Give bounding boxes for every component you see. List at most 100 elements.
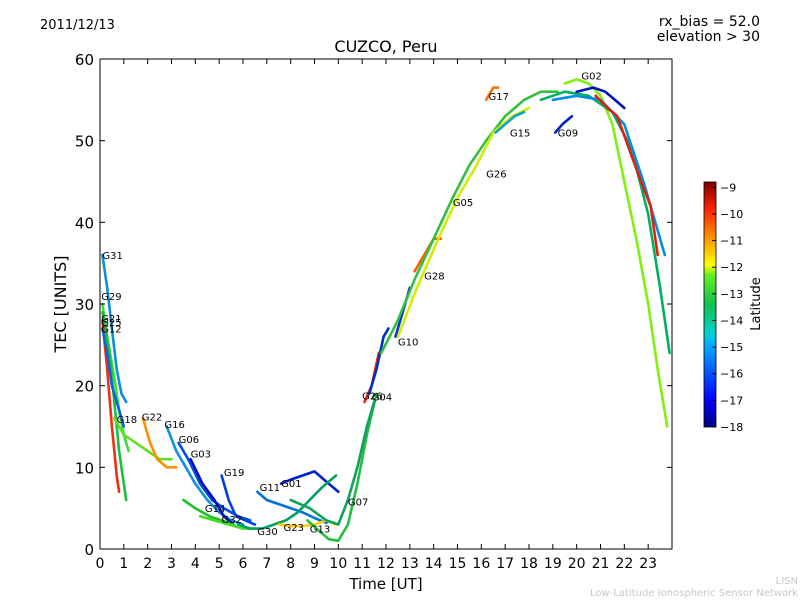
sat-label-G25: G25 (101, 318, 121, 329)
x-tick-label: 13 (401, 556, 419, 572)
sat-label-G12: G12 (101, 325, 121, 336)
x-tick-label: 18 (520, 556, 538, 572)
x-tick-label: 2 (143, 556, 152, 572)
sat-label-G29: G29 (101, 292, 121, 303)
series-G12 (101, 327, 126, 428)
series-G18 (113, 417, 173, 461)
sat-label-G05: G05 (453, 198, 473, 209)
footer-network: Low-Latitude Ionospheric Sensor Network (590, 588, 798, 599)
x-tick-label: 19 (544, 556, 562, 572)
elevation-label: elevation > 30 (656, 29, 760, 45)
x-axis-label: Time [UT] (348, 575, 422, 593)
series-G26b (396, 106, 531, 338)
sat-label-G31: G31 (102, 251, 122, 262)
series-S4 (594, 94, 659, 257)
x-tick-label: 7 (262, 556, 271, 572)
colorbar-tick-label: −15 (720, 341, 743, 354)
x-tick-label: 20 (568, 556, 586, 572)
colorbar-ticks: −9 −10 −11 −12 −13 −14 −15 −16 −17 −18 (712, 181, 743, 434)
series-G25 (101, 319, 121, 494)
sat-label-G09: G09 (558, 129, 578, 140)
series-G01 (279, 470, 340, 494)
sat-label-G21: G21 (101, 314, 121, 325)
series-G31 (101, 253, 128, 404)
sat-label-G18: G18 (117, 415, 137, 426)
series-G03 (189, 457, 235, 526)
series-G09 (553, 114, 574, 134)
rx-bias-label: rx_bias = 52.0 (658, 14, 760, 30)
y-tick-label: 40 (75, 214, 94, 232)
sat-label-G22: G22 (142, 413, 162, 424)
series-G19 (220, 474, 257, 526)
chart-title: CUZCO, Peru (334, 37, 437, 56)
colorbar-tick-label: −12 (720, 261, 743, 274)
series-G02 (563, 78, 669, 428)
x-tick-label: 4 (191, 556, 200, 572)
x-tick-label: 6 (239, 556, 248, 572)
sat-label-G14: G14 (205, 504, 225, 515)
colorbar-tick-label: −16 (720, 368, 743, 381)
sat-label-G30: G30 (257, 527, 277, 538)
sat-label-G19: G19 (224, 468, 244, 479)
sat-label-G03: G03 (191, 449, 211, 460)
x-tick-label: 21 (592, 556, 610, 572)
sat-label-G01: G01 (281, 479, 301, 490)
series-G22 (141, 417, 178, 469)
sat-label-G28: G28 (424, 271, 444, 282)
date-label: 2011/12/13 (40, 18, 115, 33)
y-tick-label: 10 (75, 459, 94, 477)
sat-label-G02: G02 (581, 71, 601, 82)
x-tick-label: 14 (425, 556, 443, 572)
y-tick-label: 20 (75, 378, 94, 396)
x-tick-label: 9 (310, 556, 319, 572)
axes: 0 1 2 3 4 5 6 7 8 9 10 11 12 13 14 15 16 17 18 19 20 21 22 2301… (75, 51, 672, 572)
x-tick-label: 22 (615, 556, 633, 572)
y-axis-label: TEC [UNITS] (51, 256, 70, 354)
colorbar-tick-label: −11 (720, 235, 743, 248)
sat-label-G15: G15 (510, 129, 530, 140)
x-tick-label: 10 (329, 556, 347, 572)
sat-label-G13: G13 (310, 525, 330, 536)
series-S3 (575, 86, 626, 110)
sat-label-G17: G17 (488, 92, 508, 103)
x-tick-label: 12 (377, 556, 395, 572)
series-G13 (306, 392, 378, 543)
x-tick-label: 5 (215, 556, 224, 572)
x-tick-label: 3 (167, 556, 176, 572)
series-G04 (368, 327, 390, 396)
plot-frame (99, 58, 673, 550)
sat-label-G26: G26 (362, 391, 382, 402)
x-tick-label: 23 (639, 556, 657, 572)
y-tick-label: 60 (75, 51, 94, 69)
sat-label-G06: G06 (179, 435, 199, 446)
series-G14 (182, 498, 235, 526)
series-G17 (484, 86, 500, 102)
x-tick-label: 16 (472, 556, 490, 572)
colorbar-tick-label: −10 (720, 208, 743, 221)
colorbar-tick-label: −13 (720, 288, 743, 301)
series-G15 (494, 110, 526, 134)
sat-label-G32: G32 (222, 515, 242, 526)
x-tick-label: 11 (353, 556, 371, 572)
series-S2 (551, 94, 667, 257)
series-G30 (236, 474, 338, 530)
sat-label-G10: G10 (398, 338, 418, 349)
x-tick-label: 0 (96, 556, 105, 572)
colorbar-label: Latitude (749, 277, 764, 331)
sat-label-G04: G04 (372, 392, 392, 403)
sat-label-G11: G11 (260, 483, 280, 494)
x-tick-label: 8 (286, 556, 295, 572)
sat-label-G16: G16 (164, 420, 184, 431)
x-tick-label: 15 (449, 556, 467, 572)
colorbar-tick-label: −17 (720, 394, 743, 407)
x-tick-label: 17 (496, 556, 514, 572)
colorbar (703, 181, 717, 428)
series-G21 (101, 310, 128, 502)
y-tick-label: 0 (84, 541, 94, 559)
y-tick-label: 30 (75, 296, 94, 314)
sat-label-G26: G26 (486, 169, 506, 180)
footer-lisn: LISN (775, 576, 798, 587)
colorbar-tick-label: −18 (720, 421, 743, 434)
